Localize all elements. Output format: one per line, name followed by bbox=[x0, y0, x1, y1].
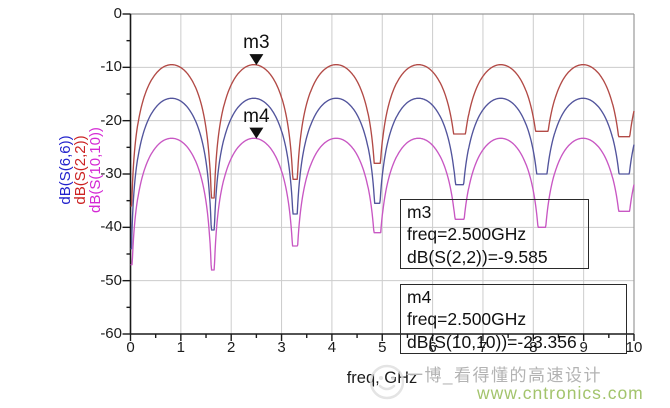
marker-m4-triangle bbox=[249, 127, 264, 139]
y-tick-label: -20 bbox=[100, 111, 122, 129]
y-tick-label: 0 bbox=[113, 5, 122, 22]
marker-m3-triangle bbox=[249, 54, 264, 66]
x-tick-label: 5 bbox=[378, 339, 387, 356]
marker-m4-readout-freq: freq=2.500GHz bbox=[407, 309, 527, 330]
marker-m4-readout-title: m4 bbox=[407, 287, 432, 307]
curve-dbs22 bbox=[130, 64, 635, 207]
marker-m3-readout-box[interactable]: m3 freq=2.500GHz dB(S(2,2))=-9.585 bbox=[400, 199, 589, 269]
x-tick-label: 0 bbox=[126, 339, 135, 356]
x-tick-label: 3 bbox=[277, 339, 286, 356]
y-tick-label: -50 bbox=[100, 271, 122, 289]
x-tick-label: 9 bbox=[579, 339, 588, 356]
x-tick-label: 2 bbox=[227, 339, 236, 356]
y-tick-label: -40 bbox=[100, 218, 122, 236]
x-tick-label: 4 bbox=[327, 339, 337, 356]
x-tick-label: 1 bbox=[176, 339, 186, 356]
marker-m4-label[interactable]: m4 bbox=[243, 105, 270, 127]
y-tick-label: -10 bbox=[100, 58, 122, 76]
marker-m3-label[interactable]: m3 bbox=[243, 32, 270, 54]
y-axis-series-label-s1010: dB(S(10,10)) bbox=[87, 127, 104, 213]
y-tick-label: -60 bbox=[100, 325, 122, 342]
y-tick-label: -30 bbox=[100, 165, 122, 182]
watermark-text: 一博_看得懂的高速设计 bbox=[406, 366, 602, 385]
curve-dbs1010 bbox=[130, 137, 635, 271]
watermark-url[interactable]: www.cntronics.com bbox=[477, 383, 644, 403]
x-tick-label: 7 bbox=[478, 339, 488, 356]
x-tick-label: 8 bbox=[529, 339, 538, 356]
marker-m4-readout-value: dB(S(10,10))=-23.356 bbox=[407, 331, 577, 352]
marker-m3-readout-freq: freq=2.500GHz bbox=[407, 224, 527, 245]
marker-m4-readout-box[interactable]: m4 freq=2.500GHz dB(S(10,10))=-23.356 bbox=[400, 284, 627, 354]
marker-m3-readout-title: m3 bbox=[407, 202, 432, 222]
x-tick-label: 6 bbox=[428, 339, 437, 356]
smiley-logo-icon bbox=[369, 364, 405, 400]
curve-dbs66 bbox=[130, 97, 635, 250]
x-tick-label: 10 bbox=[625, 339, 643, 356]
marker-m3-readout-value: dB(S(2,2))=-9.585 bbox=[407, 246, 548, 267]
